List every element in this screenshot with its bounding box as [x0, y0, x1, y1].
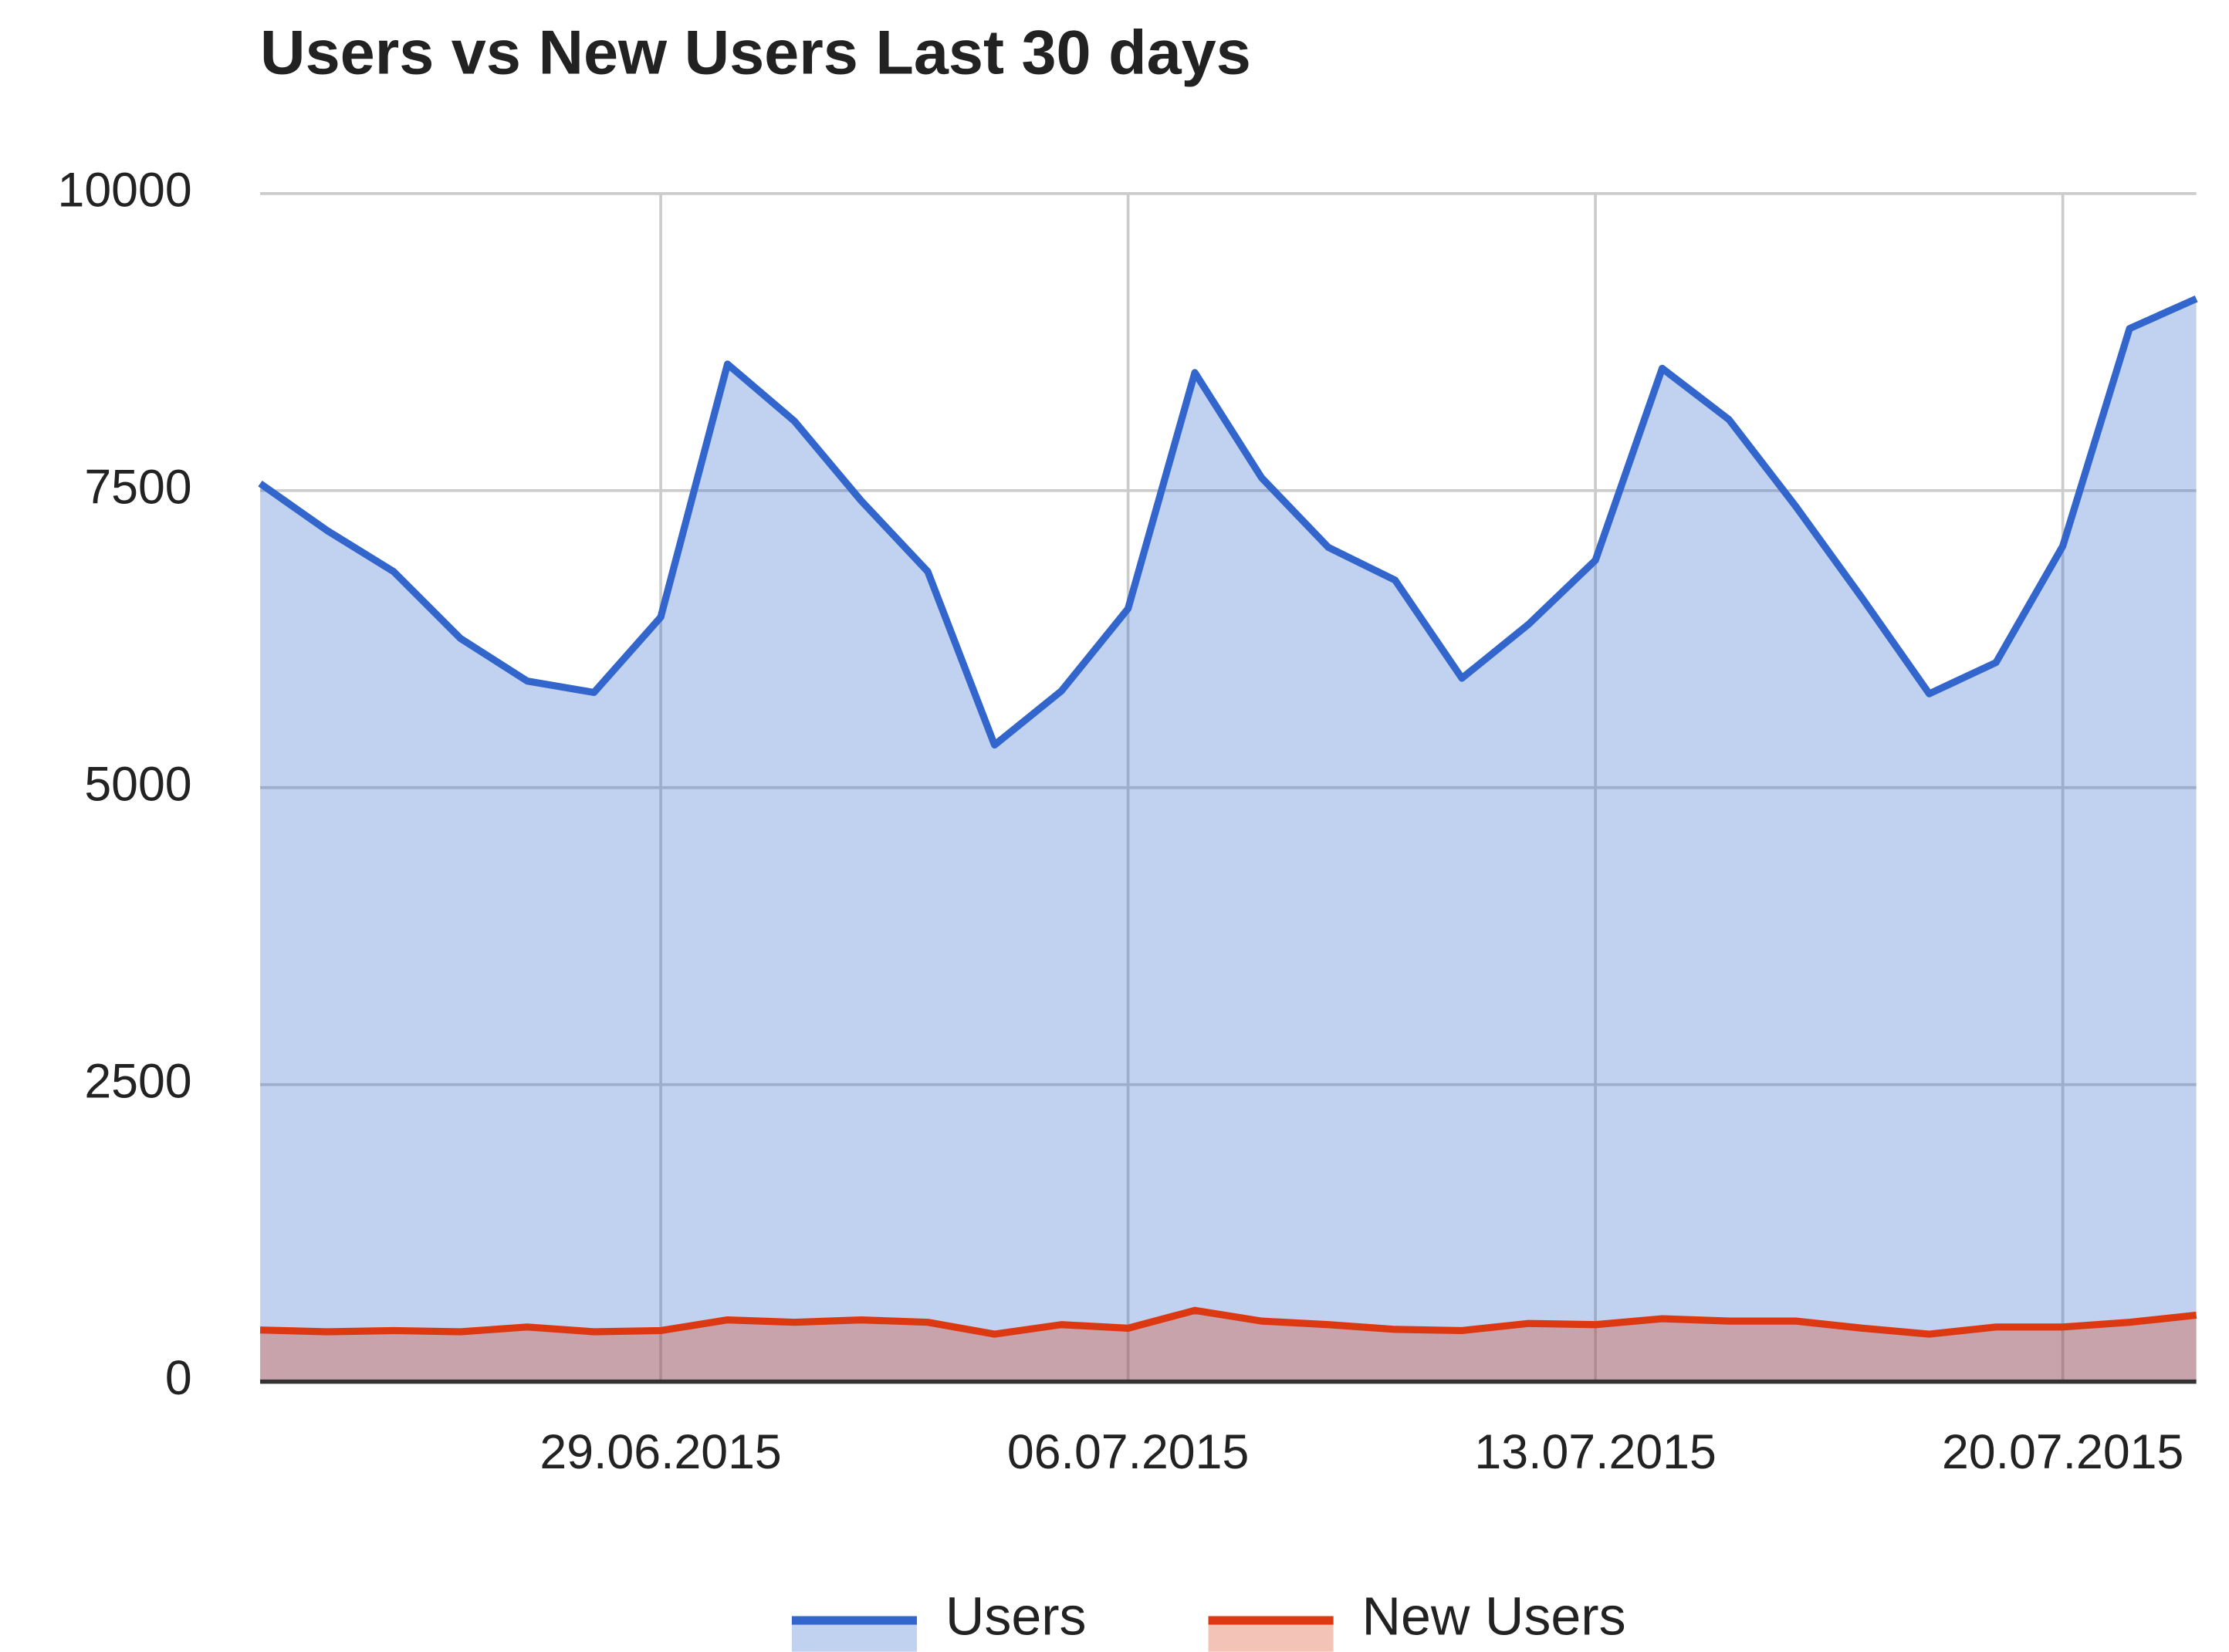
legend-swatch [791, 1620, 917, 1652]
line [258, 295, 2198, 749]
y-tick-label: 7500 [84, 460, 191, 514]
legend-swatch [1208, 1620, 1334, 1652]
area [260, 299, 2197, 1382]
x-tick-label: 13.07.2015 [1474, 1425, 1716, 1479]
y-tick-label: 5000 [84, 757, 191, 811]
x-tick-label: 29.06.2015 [539, 1425, 781, 1479]
legend-label: New Users [1361, 1586, 1625, 1647]
y-tick-label: 10000 [58, 163, 192, 217]
y-tick-label: 0 [165, 1351, 192, 1405]
x-tick-label: 06.07.2015 [1007, 1425, 1249, 1479]
legend-label: Users [945, 1586, 1087, 1647]
area [260, 1310, 2197, 1382]
chart-title: Users vs New Users Last 30 days [260, 18, 1251, 87]
line [259, 1306, 2197, 1338]
x-tick-label: 20.07.2015 [1942, 1425, 2183, 1479]
y-tick-label: 2500 [84, 1054, 191, 1108]
